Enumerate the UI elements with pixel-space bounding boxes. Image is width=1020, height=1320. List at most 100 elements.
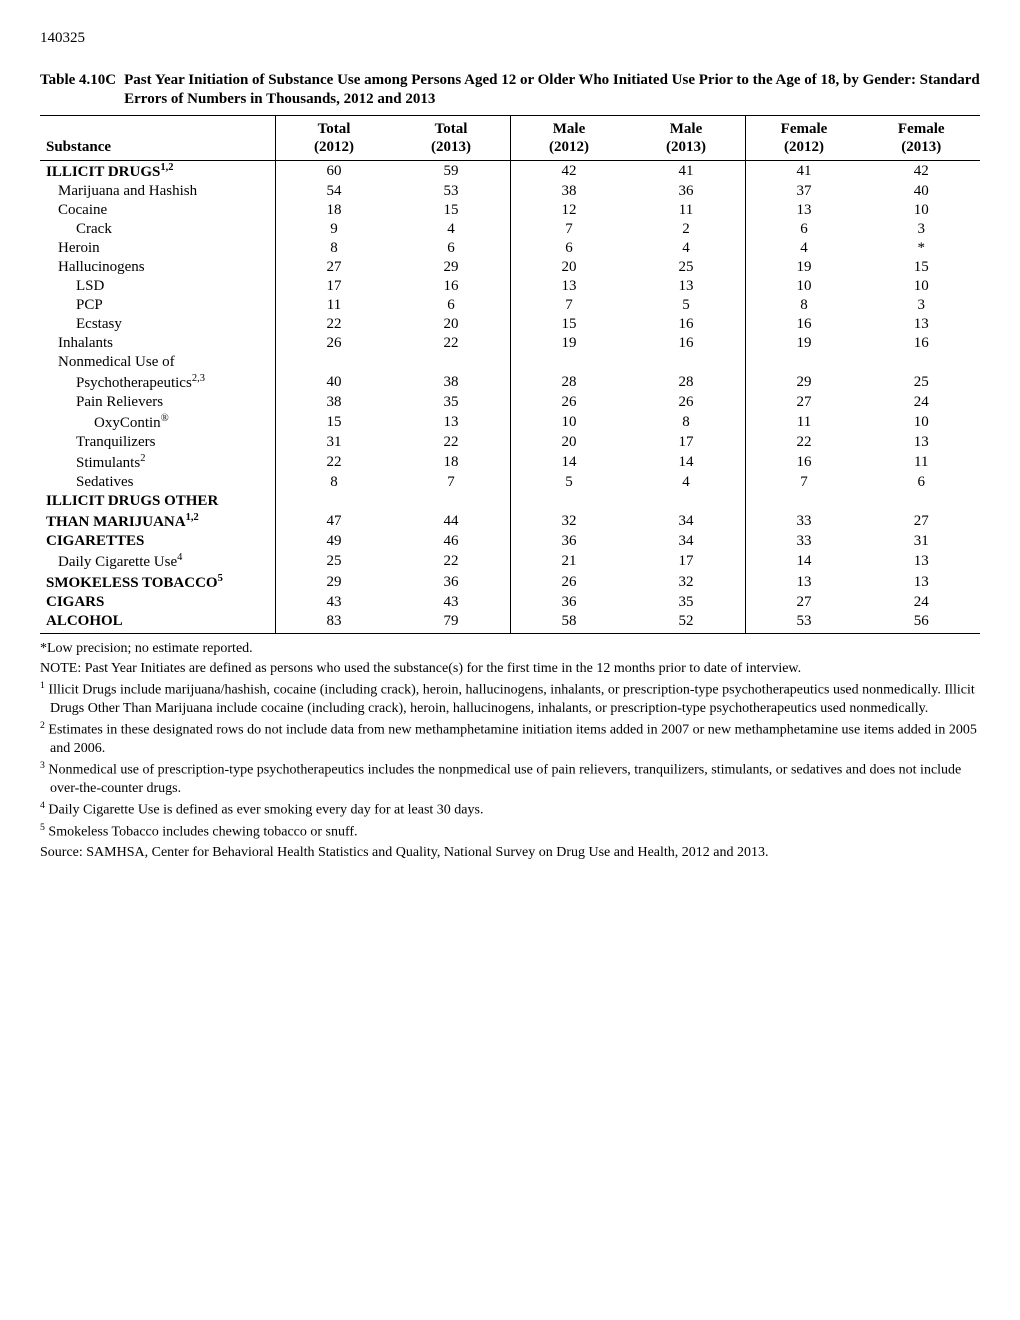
cell: 31 bbox=[863, 532, 981, 551]
cell: 46 bbox=[393, 532, 511, 551]
cell: 21 bbox=[510, 551, 628, 572]
cell: 26 bbox=[275, 334, 393, 353]
cell: 26 bbox=[628, 393, 746, 412]
table-row: THAN MARIJUANA1,2474432343327 bbox=[40, 511, 980, 532]
row-label: Marijuana and Hashish bbox=[40, 182, 275, 201]
cell: 44 bbox=[393, 511, 511, 532]
cell bbox=[275, 492, 393, 511]
cell: 41 bbox=[745, 160, 863, 182]
cell: 42 bbox=[510, 160, 628, 182]
cell: 36 bbox=[628, 182, 746, 201]
cell: 10 bbox=[863, 412, 981, 433]
cell: 29 bbox=[745, 372, 863, 393]
cell: 25 bbox=[275, 551, 393, 572]
cell: 34 bbox=[628, 532, 746, 551]
cell: 13 bbox=[863, 551, 981, 572]
cell: 10 bbox=[510, 412, 628, 433]
table-row: ILLICIT DRUGS OTHER bbox=[40, 492, 980, 511]
table-row: ALCOHOL837958525356 bbox=[40, 612, 980, 634]
table-row: Hallucinogens272920251915 bbox=[40, 258, 980, 277]
row-label: Psychotherapeutics2,3 bbox=[40, 372, 275, 393]
col-total-2013: Total(2013) bbox=[393, 115, 511, 160]
cell: 15 bbox=[510, 315, 628, 334]
cell: 22 bbox=[745, 433, 863, 452]
col-female-2013: Female(2013) bbox=[863, 115, 981, 160]
cell: 4 bbox=[628, 239, 746, 258]
table-title: Table 4.10C Past Year Initiation of Subs… bbox=[40, 71, 980, 109]
header-row: Substance Total(2012) Total(2013) Male(2… bbox=[40, 115, 980, 160]
table-row: Daily Cigarette Use4252221171413 bbox=[40, 551, 980, 572]
row-label: PCP bbox=[40, 296, 275, 315]
cell bbox=[510, 353, 628, 372]
cell: 36 bbox=[510, 532, 628, 551]
col-female-2012: Female(2012) bbox=[745, 115, 863, 160]
cell: 40 bbox=[863, 182, 981, 201]
table-number: Table 4.10C bbox=[40, 71, 124, 109]
cell: 7 bbox=[745, 473, 863, 492]
cell: 8 bbox=[745, 296, 863, 315]
row-label: Ecstasy bbox=[40, 315, 275, 334]
cell bbox=[745, 492, 863, 511]
table-row: Psychotherapeutics2,3403828282925 bbox=[40, 372, 980, 393]
cell: 18 bbox=[393, 452, 511, 473]
cell: 42 bbox=[863, 160, 981, 182]
cell: 36 bbox=[393, 572, 511, 593]
cell: 27 bbox=[863, 511, 981, 532]
cell: 15 bbox=[393, 201, 511, 220]
cell: 14 bbox=[628, 452, 746, 473]
cell: 24 bbox=[863, 393, 981, 412]
cell: 16 bbox=[393, 277, 511, 296]
cell: * bbox=[863, 239, 981, 258]
cell: 13 bbox=[393, 412, 511, 433]
cell: 15 bbox=[275, 412, 393, 433]
table-row: ILLICIT DRUGS1,2605942414142 bbox=[40, 160, 980, 182]
cell: 32 bbox=[628, 572, 746, 593]
cell: 16 bbox=[628, 334, 746, 353]
cell: 28 bbox=[628, 372, 746, 393]
cell: 19 bbox=[745, 258, 863, 277]
row-label: Pain Relievers bbox=[40, 393, 275, 412]
cell: 26 bbox=[510, 572, 628, 593]
data-table: Substance Total(2012) Total(2013) Male(2… bbox=[40, 115, 980, 634]
note-star: *Low precision; no estimate reported. bbox=[40, 640, 980, 658]
cell: 11 bbox=[628, 201, 746, 220]
table-row: Pain Relievers383526262724 bbox=[40, 393, 980, 412]
cell: 79 bbox=[393, 612, 511, 634]
cell: 27 bbox=[745, 593, 863, 612]
cell: 26 bbox=[510, 393, 628, 412]
cell bbox=[745, 353, 863, 372]
cell: 33 bbox=[745, 532, 863, 551]
table-row: Ecstasy222015161613 bbox=[40, 315, 980, 334]
col-substance: Substance bbox=[40, 115, 275, 160]
row-label: LSD bbox=[40, 277, 275, 296]
cell: 4 bbox=[628, 473, 746, 492]
cell: 17 bbox=[628, 551, 746, 572]
cell: 19 bbox=[745, 334, 863, 353]
cell: 35 bbox=[393, 393, 511, 412]
cell: 20 bbox=[510, 433, 628, 452]
cell: 13 bbox=[863, 572, 981, 593]
table-row: OxyContin®15131081110 bbox=[40, 412, 980, 433]
cell: 49 bbox=[275, 532, 393, 551]
row-label: OxyContin® bbox=[40, 412, 275, 433]
cell: 35 bbox=[628, 593, 746, 612]
row-label: ILLICIT DRUGS OTHER bbox=[40, 492, 275, 511]
cell: 5 bbox=[628, 296, 746, 315]
cell bbox=[628, 353, 746, 372]
table-row: Nonmedical Use of bbox=[40, 353, 980, 372]
cell: 32 bbox=[510, 511, 628, 532]
table-row: Stimulants2221814141611 bbox=[40, 452, 980, 473]
cell: 58 bbox=[510, 612, 628, 634]
cell: 11 bbox=[275, 296, 393, 315]
col-male-2013: Male(2013) bbox=[628, 115, 746, 160]
cell: 16 bbox=[863, 334, 981, 353]
table-title-text: Past Year Initiation of Substance Use am… bbox=[124, 71, 980, 109]
cell: 22 bbox=[275, 452, 393, 473]
cell: 4 bbox=[393, 220, 511, 239]
cell bbox=[863, 492, 981, 511]
row-label: CIGARETTES bbox=[40, 532, 275, 551]
page-number: 140325 bbox=[40, 30, 980, 47]
cell: 27 bbox=[275, 258, 393, 277]
row-label: Stimulants2 bbox=[40, 452, 275, 473]
cell: 13 bbox=[510, 277, 628, 296]
